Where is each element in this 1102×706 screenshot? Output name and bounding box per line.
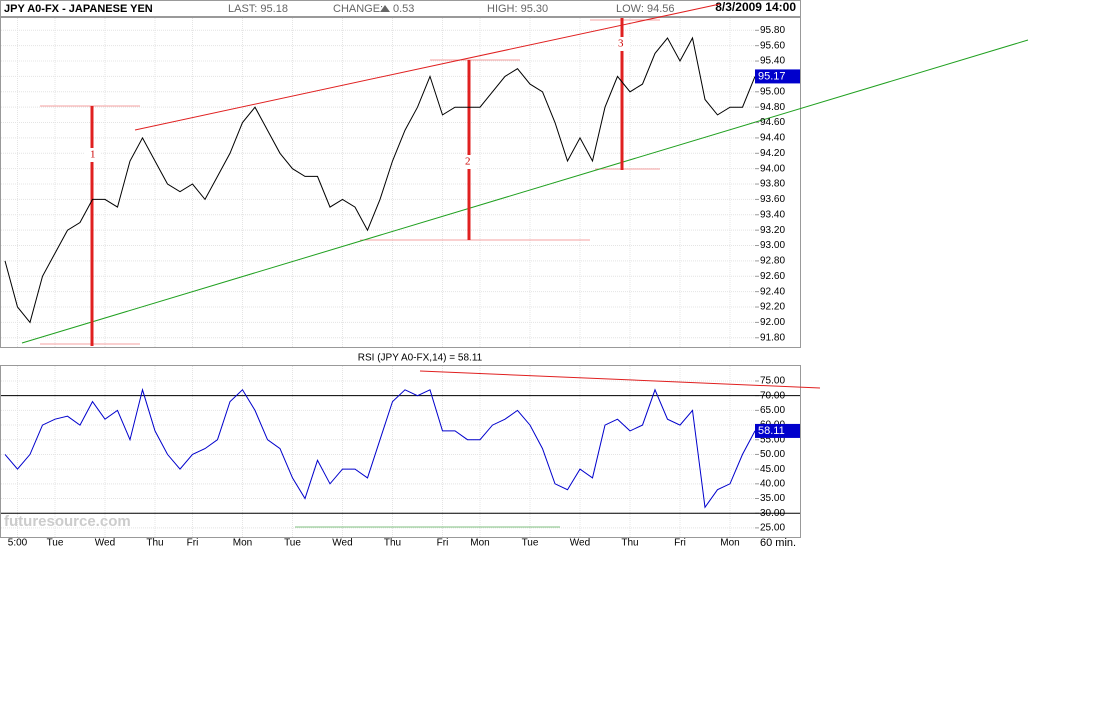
x-tick-label: Tue (284, 538, 301, 549)
y-tick-label: 55.00 (760, 434, 785, 445)
x-tick-label: Fri (437, 538, 449, 549)
interval: 60 min. (760, 537, 796, 549)
y-tick-label: 95.40 (760, 56, 785, 67)
annotation-label: 3 (618, 38, 624, 50)
y-tick-label: 93.60 (760, 194, 785, 205)
annotations: 1 2 3 (21, 3, 1029, 528)
y-tick-label: 93.20 (760, 225, 785, 236)
header-bar (0, 0, 801, 17)
y-tick-label: 75.00 (760, 376, 785, 387)
price-panel (0, 17, 801, 348)
y-tick-label: 94.40 (760, 133, 785, 144)
y-tick-label: 92.20 (760, 302, 785, 313)
change: 0.53 (393, 3, 414, 15)
y-tick-label: 92.40 (760, 286, 785, 297)
change-label: CHANGE: (333, 3, 383, 15)
last-value-label: 95.17 (758, 70, 786, 82)
x-tick-label: Wed (332, 538, 352, 549)
y-tick-label: 40.00 (760, 478, 785, 489)
y-tick-label: 65.00 (760, 405, 785, 416)
series-line (4, 387, 756, 509)
watermark: futuresource.com (4, 513, 131, 530)
rsi-title: RSI (JPY A0-FX,14) = 58.11 (358, 353, 483, 364)
label-bg (461, 155, 477, 169)
y-tick-label: 94.80 (760, 102, 785, 113)
x-tick-label: Wed (570, 538, 590, 549)
last-value-box (755, 423, 800, 438)
x-tick-label: Tue (47, 538, 64, 549)
x-tick-label: Wed (95, 538, 115, 549)
y-tick-label: 91.80 (760, 332, 785, 343)
x-tick-label: Tue (522, 538, 539, 549)
x-tick-label: 5:00 (8, 538, 28, 549)
y-tick-label: 93.40 (760, 209, 785, 220)
datetime: 8/3/2009 14:00 (715, 0, 796, 14)
y-tick-label: 94.20 (760, 148, 785, 159)
x-tick-label: Fri (187, 538, 199, 549)
label-bg (614, 37, 630, 51)
y-tick-label: 50.00 (760, 449, 785, 460)
annotation-label: 2 (465, 156, 471, 168)
last: LAST: 95.18 (228, 3, 288, 15)
y-tick-label: 93.80 (760, 179, 785, 190)
y-tick-label: 94.00 (760, 163, 785, 174)
y-tick-label: 95.80 (760, 25, 785, 36)
symbol: JPY A0-FX - JAPANESE YEN (4, 3, 153, 15)
x-tick-label: Mon (470, 538, 489, 549)
low: LOW: 94.56 (616, 3, 675, 15)
y-tick-label: 35.00 (760, 493, 785, 504)
x-tick-label: Thu (146, 538, 163, 549)
y-tick-label: 25.00 (760, 523, 785, 534)
y-tick-label: 45.00 (760, 464, 785, 475)
x-tick-label: Mon (233, 538, 252, 549)
high: HIGH: 95.30 (487, 3, 548, 15)
y-tick-label: 95.60 (760, 40, 785, 51)
annotation-label: 1 (90, 149, 96, 161)
last-value-box (755, 69, 800, 84)
y-tick-label: 93.00 (760, 240, 785, 251)
y-tick-label: 92.00 (760, 317, 785, 328)
y-tick-label: 92.60 (760, 271, 785, 282)
x-tick-label: Thu (384, 538, 401, 549)
last-value-label: 58.11 (758, 425, 785, 437)
y-tick-label: 95.00 (760, 86, 785, 97)
y-tick-label: 92.80 (760, 256, 785, 267)
rsi-panel (0, 365, 801, 538)
x-tick-label: Mon (720, 538, 739, 549)
x-tick-label: Fri (674, 538, 686, 549)
label-bg (84, 148, 100, 162)
rsi-divergence-line (419, 370, 821, 389)
x-tick-label: Thu (621, 538, 638, 549)
series-line (4, 36, 756, 324)
up-arrow (380, 5, 390, 12)
support-line (21, 39, 1029, 344)
y-tick-label: 94.60 (760, 117, 785, 128)
